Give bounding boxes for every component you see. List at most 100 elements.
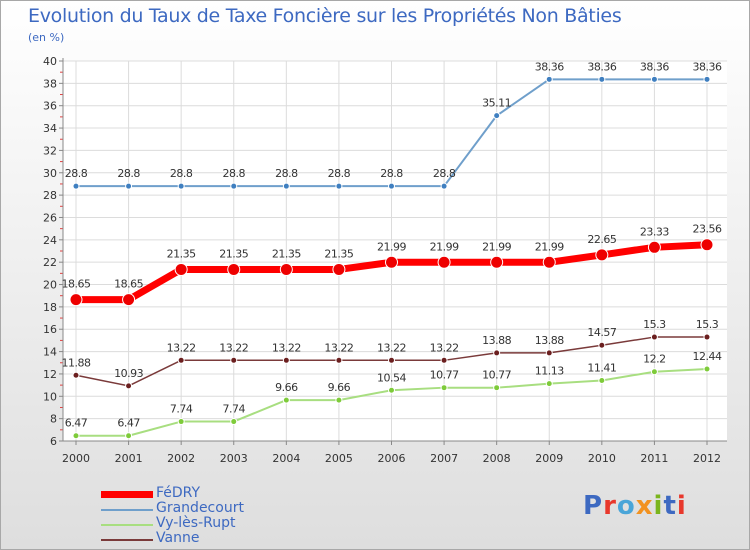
data-label-f-dry: 21.99 (535, 240, 564, 253)
data-point-vy-l-s-rupt (493, 384, 501, 392)
data-point-vanne (545, 349, 553, 357)
x-tick-label: 2006 (378, 452, 406, 465)
logo-letter: i (676, 491, 687, 521)
data-label-vy-l-s-rupt: 11.41 (587, 362, 616, 375)
legend-swatch-vy-les-rupt (101, 523, 153, 526)
data-point-vy-l-s-rupt (703, 365, 711, 373)
legend-swatch-fedry (101, 491, 153, 498)
y-tick-label: 24 (43, 234, 57, 247)
y-tick-label: 22 (43, 256, 57, 269)
data-point-vy-l-s-rupt (440, 384, 448, 392)
x-tick-label: 2010 (588, 452, 616, 465)
data-point-vanne (388, 356, 395, 364)
x-tick-label: 2004 (272, 452, 300, 465)
data-label-grandecourt: 28.8 (117, 167, 140, 180)
data-point-grandecourt (72, 182, 80, 190)
data-label-vanne: 13.22 (377, 341, 406, 354)
data-label-f-dry: 21.35 (167, 247, 196, 260)
data-label-f-dry: 21.35 (219, 247, 248, 260)
data-label-f-dry: 21.99 (430, 240, 459, 253)
y-tick-label: 20 (43, 279, 57, 292)
data-label-vanne: 13.88 (482, 334, 511, 347)
x-tick-label: 2005 (325, 452, 353, 465)
data-point-f-dry (700, 238, 714, 252)
data-point-vy-l-s-rupt (177, 418, 185, 426)
data-label-vy-l-s-rupt: 10.77 (482, 369, 511, 382)
data-point-vy-l-s-rupt (650, 368, 658, 376)
data-label-vanne: 14.57 (587, 326, 616, 339)
data-label-vy-l-s-rupt: 10.54 (377, 371, 406, 384)
data-label-vanne: 15.3 (696, 318, 719, 331)
logo-letter: P (583, 491, 604, 521)
logo-letter: t (663, 491, 677, 521)
x-tick-label: 2003 (220, 452, 248, 465)
data-point-vanne (335, 356, 343, 364)
data-point-vanne (177, 356, 185, 364)
data-label-vanne: 13.22 (324, 341, 353, 354)
data-point-f-dry (437, 255, 451, 269)
logo-letter: i (653, 491, 664, 521)
y-tick-label: 26 (43, 211, 57, 224)
data-label-vy-l-s-rupt: 7.74 (223, 403, 246, 416)
data-point-vy-l-s-rupt (282, 396, 290, 404)
y-tick-label: 38 (43, 77, 57, 90)
data-label-grandecourt: 35.11 (482, 97, 511, 110)
x-tick-label: 2008 (483, 452, 511, 465)
data-point-grandecourt (703, 75, 711, 83)
data-point-vanne (598, 341, 606, 349)
data-label-grandecourt: 28.8 (275, 167, 298, 180)
data-point-vy-l-s-rupt (72, 432, 80, 440)
data-label-vy-l-s-rupt: 12.2 (643, 353, 666, 366)
data-label-grandecourt: 28.8 (223, 167, 246, 180)
data-point-grandecourt (440, 182, 448, 190)
data-point-grandecourt (335, 182, 343, 190)
legend-label-vy-les-rupt: Vy-lès-Rupt (156, 515, 236, 531)
data-point-vanne (230, 356, 238, 364)
data-label-grandecourt: 28.8 (170, 167, 193, 180)
data-label-vy-l-s-rupt: 6.47 (117, 417, 140, 430)
data-label-vy-l-s-rupt: 9.66 (275, 381, 298, 394)
data-point-grandecourt (650, 75, 658, 83)
data-label-grandecourt: 28.8 (65, 167, 88, 180)
x-tick-label: 2001 (115, 452, 143, 465)
legend-label-grandecourt: Grandecourt (156, 500, 244, 516)
x-tick-label: 2002 (167, 452, 195, 465)
x-tick-label: 2009 (535, 452, 563, 465)
data-point-grandecourt (598, 75, 606, 83)
data-label-vy-l-s-rupt: 12.44 (693, 350, 722, 363)
data-point-grandecourt (545, 75, 553, 83)
y-tick-label: 32 (43, 144, 57, 157)
data-point-grandecourt (230, 182, 238, 190)
x-tick-label: 2012 (693, 452, 721, 465)
data-label-vanne: 11.88 (62, 356, 91, 369)
data-label-vanne: 13.88 (535, 334, 564, 347)
logo-letter: o (616, 491, 636, 521)
data-point-f-dry (174, 262, 188, 276)
y-tick-label: 10 (43, 390, 57, 403)
data-point-vanne (440, 356, 448, 364)
data-point-f-dry (595, 248, 609, 262)
data-label-f-dry: 23.56 (693, 223, 722, 236)
data-point-vanne (72, 371, 80, 379)
data-point-f-dry (69, 293, 83, 307)
data-point-f-dry (332, 262, 346, 276)
data-point-vy-l-s-rupt (230, 418, 238, 426)
data-point-f-dry (279, 262, 293, 276)
data-point-f-dry (490, 255, 504, 269)
legend-swatch-vanne (101, 538, 153, 541)
data-label-f-dry: 18.65 (114, 278, 143, 291)
data-point-vanne (282, 356, 290, 364)
data-label-grandecourt: 28.8 (380, 167, 403, 180)
y-tick-label: 6 (50, 435, 57, 448)
chart-subtitle: (en %) (28, 31, 65, 44)
data-point-vanne (493, 349, 501, 357)
data-label-grandecourt: 38.36 (640, 60, 669, 73)
y-tick-label: 16 (43, 323, 57, 336)
legend-label-vanne: Vanne (156, 530, 200, 546)
legend-swatch-grandecourt (101, 508, 153, 511)
data-label-f-dry: 22.65 (587, 233, 616, 246)
data-label-vanne: 13.22 (167, 341, 196, 354)
data-label-vanne: 15.3 (643, 318, 666, 331)
data-label-vanne: 13.22 (430, 341, 459, 354)
